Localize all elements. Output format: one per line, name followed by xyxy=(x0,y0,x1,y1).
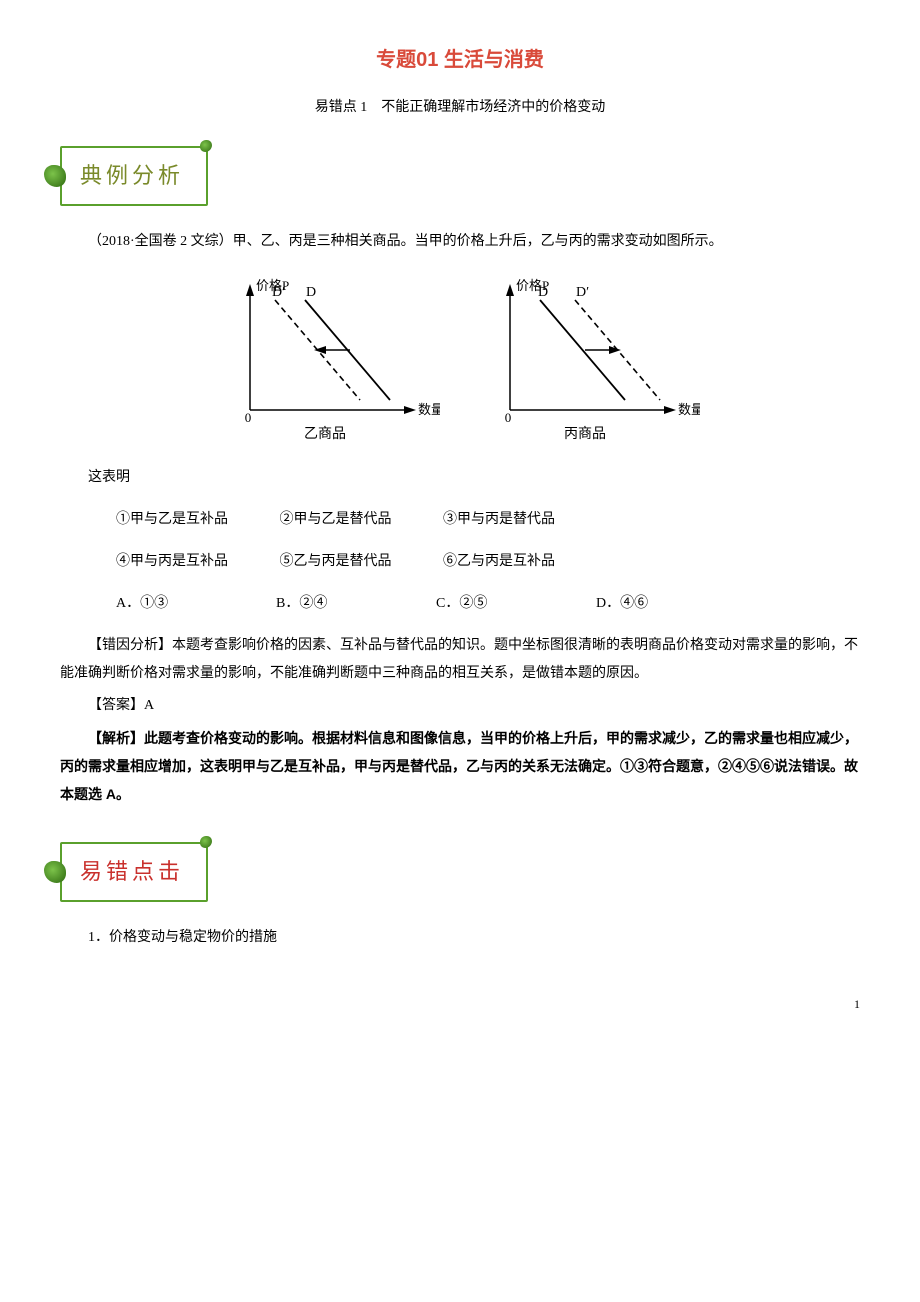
explanation: 【解析】此题考查价格变动的影响。根据材料信息和图像信息，当甲的价格上升后，甲的需… xyxy=(60,724,860,808)
chart-yi-caption: 乙商品 xyxy=(304,426,346,442)
question-intro: （2018·全国卷 2 文综）甲、乙、丙是三种相关商品。当甲的价格上升后，乙与丙… xyxy=(60,228,860,256)
error-analysis: 【错因分析】本题考查影响价格的因素、互补品与替代品的知识。题中坐标图很清晰的表明… xyxy=(60,632,860,688)
error-point-badge: 易错点击 xyxy=(60,842,208,902)
svg-text:D′: D′ xyxy=(576,285,589,300)
page-number: 1 xyxy=(60,992,860,1016)
options-row-2: ④甲与丙是互补品 ⑤乙与丙是替代品 ⑥乙与丙是互补品 xyxy=(60,548,860,576)
point-1: 1．价格变动与稳定物价的措施 xyxy=(60,924,860,952)
chart-bing: 0 价格P 数量Q D D′ 丙商品 xyxy=(480,270,700,450)
example-badge-text: 典例分析 xyxy=(80,163,184,188)
svg-text:D: D xyxy=(306,285,316,300)
charts-container: 0 价格P 数量Q D D′ 乙商品 0 价格P 数量Q D D′ 丙商品 xyxy=(60,270,860,450)
options-row-1: ①甲与乙是互补品 ②甲与乙是替代品 ③甲与丙是替代品 xyxy=(60,506,860,534)
svg-text:D′: D′ xyxy=(272,285,285,300)
svg-text:0: 0 xyxy=(245,410,252,425)
chart-yi: 0 价格P 数量Q D D′ 乙商品 xyxy=(220,270,440,450)
page-title: 专题01 生活与消费 xyxy=(60,40,860,80)
error-point-badge-text: 易错点击 xyxy=(80,859,184,884)
example-badge: 典例分析 xyxy=(60,146,208,206)
abcd-options: A．①③ B．②④ C．②⑤ D．④⑥ xyxy=(60,590,860,618)
svg-text:D: D xyxy=(538,285,548,300)
answer: 【答案】A xyxy=(60,692,860,720)
chart-bing-xlabel: 数量Q xyxy=(678,402,700,417)
chart-bing-caption: 丙商品 xyxy=(564,426,606,442)
subtitle: 易错点 1 不能正确理解市场经济中的价格变动 xyxy=(60,94,860,122)
chart-yi-xlabel: 数量Q xyxy=(418,402,440,417)
svg-text:0: 0 xyxy=(505,410,512,425)
question-stem: 这表明 xyxy=(60,464,860,492)
